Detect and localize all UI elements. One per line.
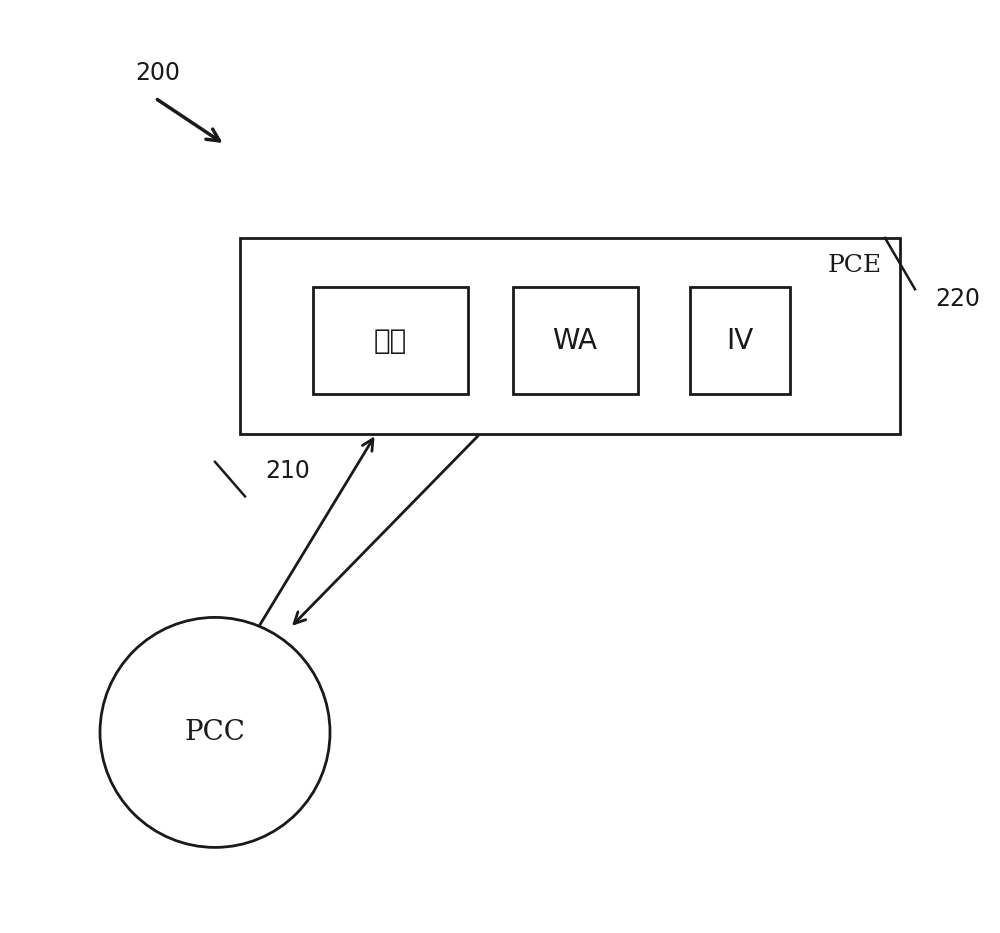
Bar [312, 287, 468, 394]
Text: 210: 210 [265, 459, 310, 483]
Text: IV: IV [726, 327, 754, 355]
Text: WA: WA [552, 327, 598, 355]
Bar [240, 238, 900, 434]
Ellipse shape [100, 618, 330, 847]
Bar [512, 287, 638, 394]
Text: PCC: PCC [185, 719, 245, 745]
Text: PCE: PCE [828, 255, 882, 277]
Text: 200: 200 [135, 61, 180, 85]
Text: 220: 220 [935, 286, 980, 311]
Bar [690, 287, 790, 394]
Text: 路由: 路由 [373, 327, 407, 355]
